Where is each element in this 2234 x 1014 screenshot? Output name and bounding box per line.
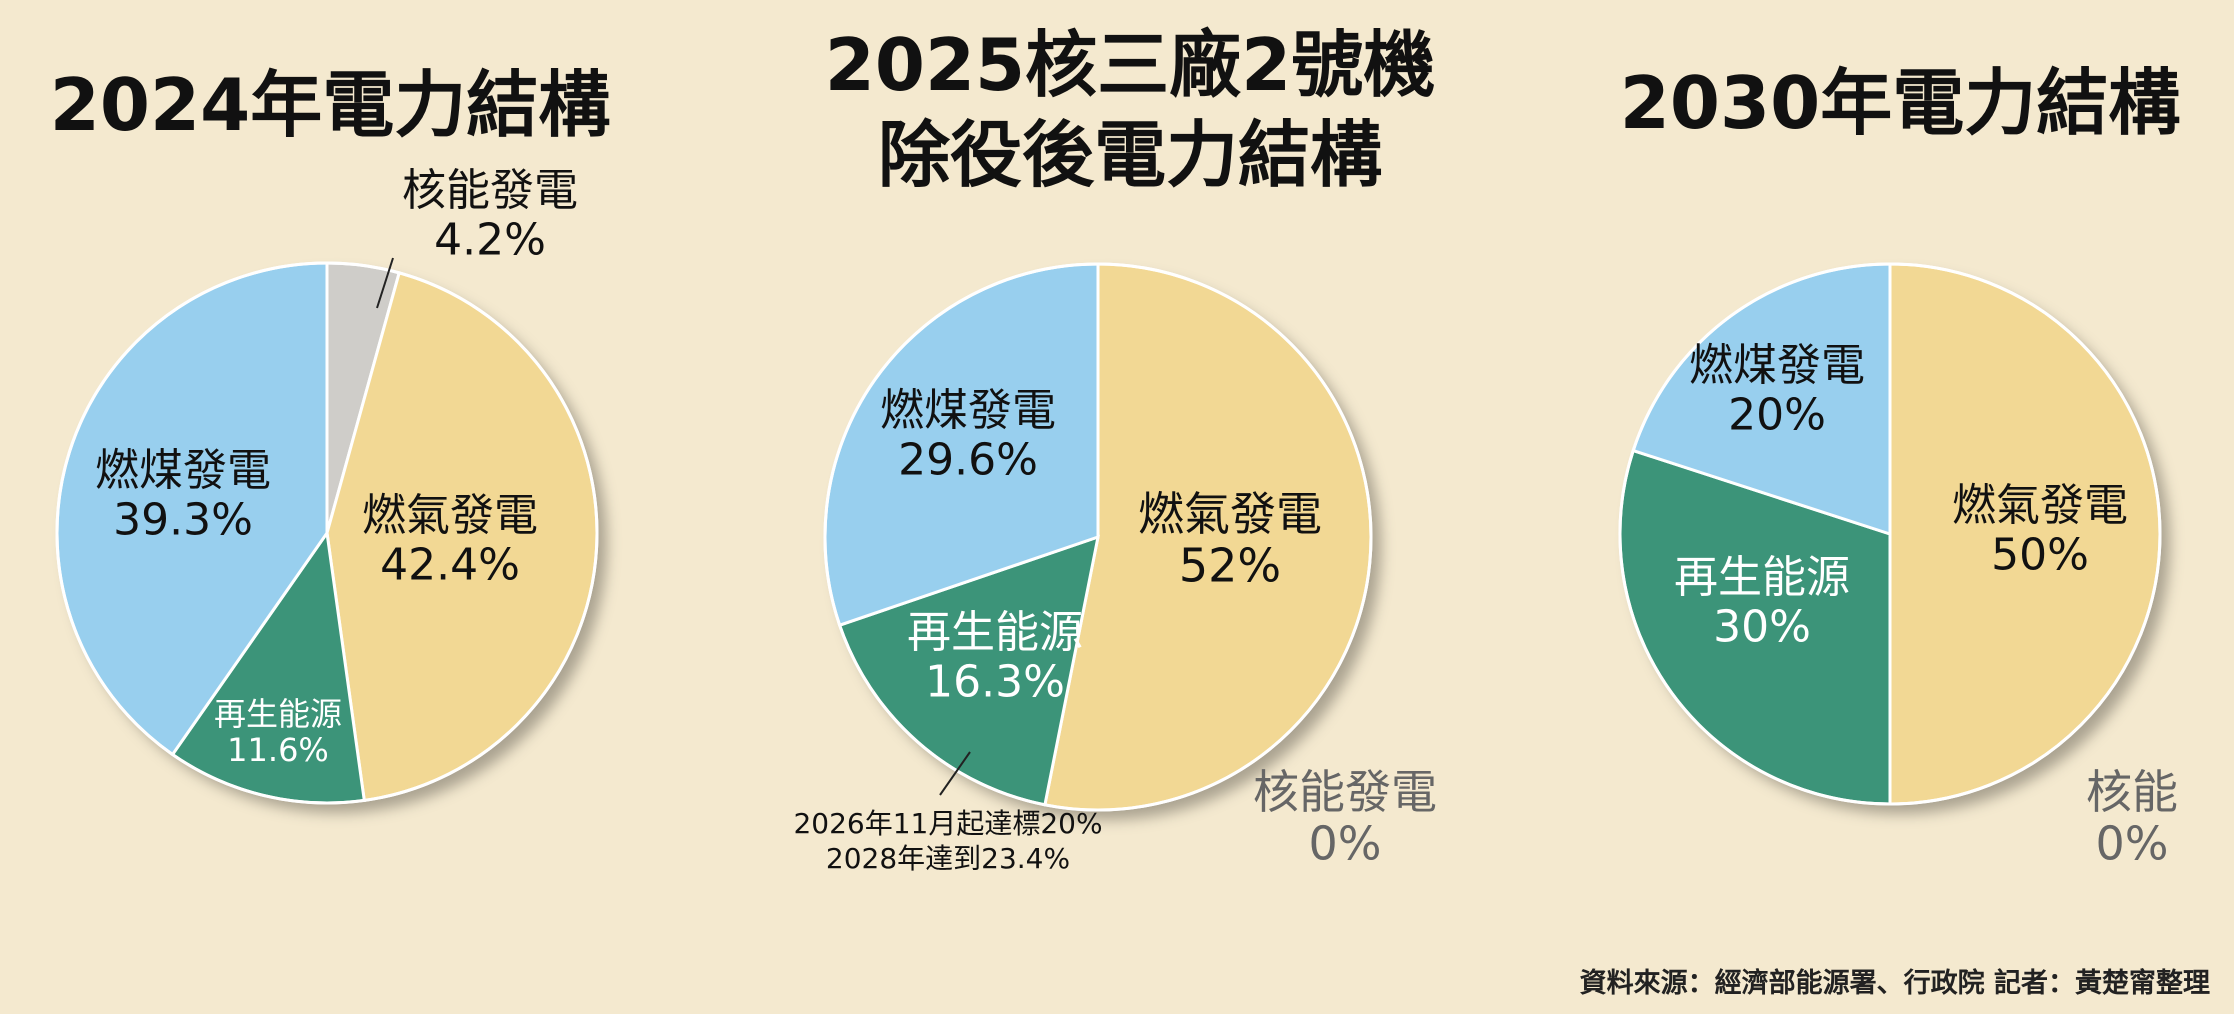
- slice-value-coal: 20%: [1728, 389, 1826, 440]
- slice-value-renewable: 11.6%: [227, 731, 329, 769]
- slice-name-renewable: 再生能源: [214, 695, 342, 733]
- slice-name-renewable: 再生能源: [1674, 552, 1850, 603]
- slice-name-renewable: 再生能源: [907, 607, 1083, 658]
- slice-name-coal: 燃煤發電: [95, 445, 271, 496]
- chart-title-2025-line2: 除役後電力結構: [877, 113, 1382, 197]
- annotation-line-2: 2028年達到23.4%: [826, 842, 1070, 875]
- pie-outline: [1618, 262, 2162, 806]
- slice-name-nuclear: 核能發電: [1253, 765, 1437, 819]
- chart-title-2030: 2030年電力結構: [1619, 61, 2181, 145]
- slice-name-gas: 燃氣發電: [1952, 480, 2128, 531]
- source-note: 資料來源：經濟部能源署、行政院 記者：黃楚甯整理: [1579, 968, 2210, 999]
- slice-name-gas: 燃氣發電: [1138, 487, 1322, 541]
- slice-name-nuclear: 核能發電: [402, 165, 578, 216]
- slice-value-gas: 52%: [1179, 539, 1281, 593]
- slice-name-nuclear: 核能: [2086, 765, 2178, 819]
- slice-name-coal: 燃煤發電: [1689, 340, 1865, 391]
- annotation-leader: [939, 751, 971, 796]
- leader-line: [376, 257, 394, 309]
- slice-value-renewable: 16.3%: [925, 656, 1065, 707]
- slice-value-gas: 50%: [1991, 529, 2089, 580]
- chart-title-2024: 2024年電力結構: [49, 63, 611, 147]
- pie-outline: [55, 261, 599, 805]
- slice-value-nuclear: 0%: [1309, 817, 1382, 871]
- chart-title-2025: 2025核三廠2號機 除役後電力結構: [740, 20, 1520, 200]
- annotation-line-1: 2026年11月起達標20%: [793, 807, 1102, 840]
- slice-value-coal: 29.6%: [898, 434, 1038, 485]
- slice-value-gas: 42.4%: [380, 539, 520, 590]
- slice-name-coal: 燃煤發電: [880, 385, 1056, 436]
- slice-name-gas: 燃氣發電: [362, 490, 538, 541]
- slice-value-nuclear: 4.2%: [434, 214, 546, 265]
- slice-value-renewable: 30%: [1713, 601, 1811, 652]
- slice-value-nuclear: 0%: [2096, 817, 2169, 871]
- pie-outline: [823, 262, 1373, 812]
- chart-title-2025-line1: 2025核三廠2號機: [824, 23, 1436, 107]
- slice-value-coal: 39.3%: [113, 494, 253, 545]
